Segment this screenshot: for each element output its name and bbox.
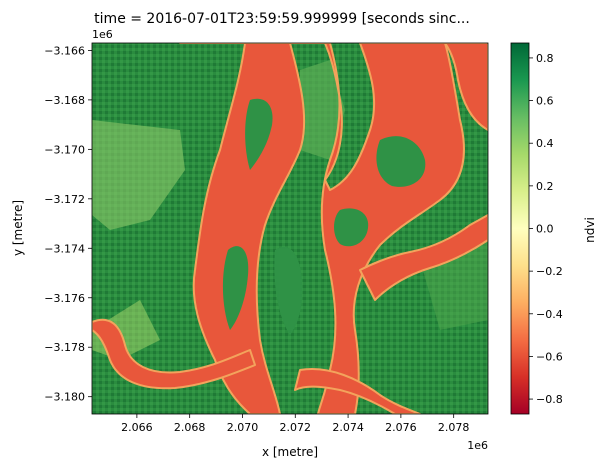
colorbar-tick-label: 0.8 [536, 52, 554, 65]
x-axis-ticks: 2.066 2.068 2.070 2.072 2.074 2.076 2.078 [121, 414, 469, 434]
x-tick-label: 2.076 [385, 421, 417, 434]
y-tick-label: −3.166 [44, 44, 85, 57]
y-tick-label: −3.180 [44, 391, 85, 404]
colorbar-tick-label: 0.2 [536, 180, 554, 193]
river-branch-south [294, 368, 421, 414]
colorbar-tick-label: 0.6 [536, 95, 554, 108]
x-tick-label: 2.074 [332, 421, 364, 434]
colorbar-tick-label: 0.4 [536, 137, 554, 150]
y-tick-label: −3.178 [44, 341, 85, 354]
y-tick-label: −3.170 [44, 143, 85, 156]
river-channel-right [444, 43, 488, 131]
island [222, 246, 249, 330]
x-tick-label: 2.078 [438, 421, 470, 434]
y-tick-label: −3.172 [44, 193, 85, 206]
x-offset-label: 1e6 [467, 439, 488, 452]
y-offset-label: 1e6 [92, 28, 113, 41]
colorbar-tick-label: −0.2 [536, 265, 563, 278]
colorbar [510, 42, 530, 415]
ndvi-heatmap [92, 43, 488, 414]
x-tick-label: 2.072 [280, 421, 312, 434]
island [376, 136, 426, 187]
colorbar-label: ndvi [583, 217, 597, 243]
colorbar-ticks: −0.8 −0.6 −0.4 −0.2 0.0 0.2 0.4 0.6 0.8 [529, 52, 563, 406]
colorbar-tick-label: −0.8 [536, 393, 563, 406]
y-tick-label: −3.174 [44, 242, 85, 255]
x-axis-label: x [metre] [262, 445, 318, 459]
x-tick-label: 2.068 [174, 421, 206, 434]
river-branch-west [92, 318, 256, 390]
river-islands [222, 98, 426, 335]
chart-title: time = 2016-07-01T23:59:59.999999 [secon… [94, 11, 470, 27]
light-vegetation-patch [92, 120, 185, 230]
x-tick-label: 2.066 [121, 421, 153, 434]
y-tick-label: −3.176 [44, 292, 85, 305]
island [334, 208, 369, 247]
y-axis-ticks: −3.166 −3.168 −3.170 −3.172 −3.174 −3.176 −3.1… [44, 44, 92, 404]
y-axis-label: y [metre] [11, 200, 25, 256]
river-branch-east [359, 214, 488, 301]
y-tick-label: −3.168 [44, 94, 85, 107]
light-vegetation-patch [300, 60, 345, 160]
colorbar-tick-label: 0.0 [536, 223, 554, 236]
x-tick-label: 2.070 [227, 421, 259, 434]
island [245, 98, 273, 170]
plot-frame [91, 42, 489, 415]
island [274, 246, 303, 335]
colorbar-tick-label: −0.4 [536, 308, 563, 321]
colorbar-tick-label: −0.6 [536, 350, 563, 363]
